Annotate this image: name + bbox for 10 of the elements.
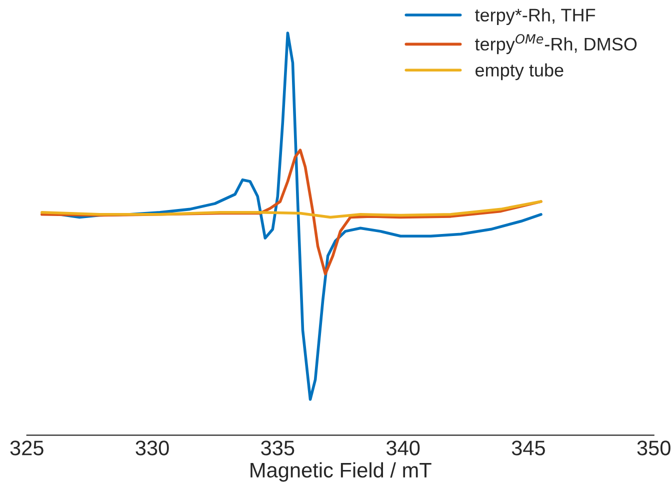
legend-label: terpy$^{OMe}$-Rh, DMSO xyxy=(475,34,637,54)
x-tick-label: 340 xyxy=(386,440,420,456)
x-tick-label: 335 xyxy=(261,440,294,456)
x-tick-label: 350 xyxy=(637,440,670,456)
x-axis-title: Magnetic Field / mT xyxy=(250,462,432,482)
legend-label: empty tube xyxy=(476,63,564,80)
x-tick-label: 330 xyxy=(136,440,169,456)
x-tick-label: 325 xyxy=(10,440,44,456)
legend-label: terpy*-Rh, THF xyxy=(475,8,596,26)
x-tick-label: 345 xyxy=(512,440,545,456)
